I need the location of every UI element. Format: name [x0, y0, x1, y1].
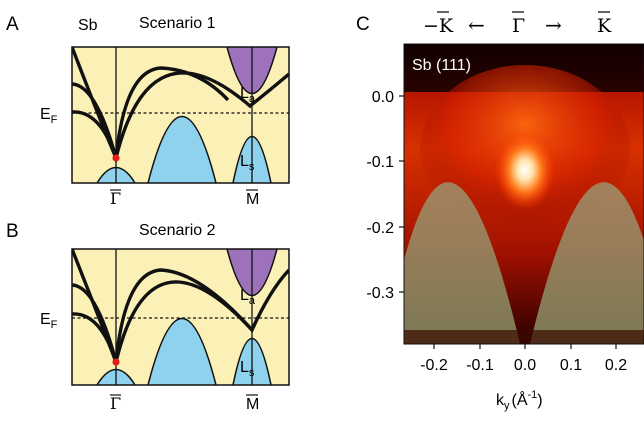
x-tick-label: 0.1: [560, 357, 582, 374]
x-axis: -0.2 -0.1 0.0 0.1 0.2 ky (Å-1): [420, 344, 627, 412]
surface-state-outer: [72, 71, 289, 165]
k-gamma-label: Γ: [110, 394, 121, 413]
ls-label: Ls: [240, 359, 255, 379]
panel-a-material: Sb: [78, 17, 98, 34]
panel-c-letter: C: [356, 14, 370, 35]
surface-state-left: [72, 249, 118, 363]
x-tick-label: -0.2: [420, 357, 448, 374]
y-tick-label: -0.1: [366, 154, 394, 171]
k-gamma-label: Γ: [110, 189, 121, 208]
arpes-glow-core: [495, 130, 555, 210]
panel-c-header: −K ← Γ → K: [423, 11, 612, 37]
panel-c: C −K ← Γ → K Sb (111) 0.0: [356, 11, 644, 412]
surface-state-inner: [72, 66, 230, 159]
y-axis: 0.0 -0.1 -0.2 -0.3: [366, 89, 404, 302]
y-tick-label: 0.0: [372, 89, 394, 106]
inset-label: Sb (111): [412, 57, 471, 74]
bulk-pocket-mid: [147, 318, 217, 385]
k-m-label: M: [246, 191, 259, 208]
x-tick-label: -0.1: [466, 357, 494, 374]
bulk-projection-right: [530, 182, 644, 344]
k-m-label: M: [246, 396, 259, 413]
fermi-label: EF: [40, 311, 58, 331]
bulk-pocket-mid: [147, 116, 217, 183]
la-label: La: [240, 287, 256, 307]
panel-b-letter: B: [6, 221, 19, 242]
panel-a-bands: [72, 47, 289, 183]
arpes-map: [404, 44, 644, 344]
arpes-bottom-dark: [404, 330, 644, 344]
panel-a-letter: A: [6, 14, 19, 35]
panel-b-bands: [72, 249, 289, 385]
x-tick-label: 0.0: [514, 357, 536, 374]
surface-state-inner: [72, 268, 254, 363]
header-gamma: Γ: [512, 15, 525, 37]
fermi-label: EF: [40, 106, 58, 126]
ls-label: Ls: [240, 153, 255, 173]
header-arrow-left: ←: [468, 13, 485, 37]
header-minus-k: −K: [423, 15, 454, 37]
x-axis-label: ky (Å-1): [496, 389, 543, 412]
surface-state-left: [72, 47, 118, 159]
y-tick-label: -0.3: [366, 285, 394, 302]
panel-b-scenario: Scenario 2: [139, 222, 216, 239]
header-arrow-right: →: [545, 13, 562, 37]
panel-a-scenario: Scenario 1: [139, 15, 216, 32]
bulk-projection-left: [404, 182, 520, 344]
x-tick-label: 0.2: [605, 357, 627, 374]
dirac-point: [112, 358, 120, 366]
panel-a: A Sb Scenario 1 EF La Ls Γ M: [6, 14, 290, 208]
surface-state-outer: [72, 268, 289, 363]
panel-b: B Scenario 2 EF La Ls Γ M: [6, 221, 290, 413]
header-k: K: [597, 15, 612, 37]
la-label: La: [240, 85, 256, 105]
arpes-frame: [403, 43, 644, 345]
dirac-point: [112, 154, 120, 162]
y-tick-label: -0.2: [366, 220, 394, 237]
